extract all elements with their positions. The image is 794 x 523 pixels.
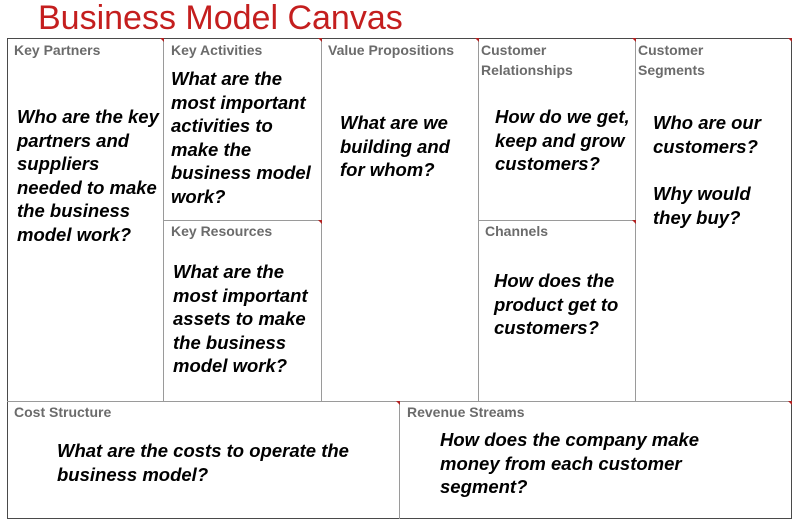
customer-relationships-question: How do we get, keep and grow customers? bbox=[495, 106, 630, 174]
customer-segments-question-1: Who are our customers? bbox=[653, 112, 761, 157]
cost-structure-question: What are the costs to operate the busine… bbox=[57, 440, 349, 485]
divider-cost-revenue bbox=[399, 401, 400, 519]
key-resources-question: What are the most important assets to ma… bbox=[173, 261, 308, 376]
corner-marker-partners bbox=[160, 38, 164, 42]
corner-marker-value bbox=[475, 38, 479, 42]
key-partners-question: Who are the key partners and suppliers n… bbox=[17, 106, 159, 245]
cost-structure-label: Cost Structure bbox=[14, 404, 112, 420]
value-propositions-label: Value Propositions bbox=[328, 42, 455, 58]
customer-relationships-label-line1: Customer bbox=[481, 42, 547, 58]
value-propositions-question: What are we building and for whom? bbox=[340, 112, 450, 180]
customer-segments-question-2: Why would they buy? bbox=[653, 183, 751, 228]
key-activities-label: Key Activities bbox=[171, 42, 263, 58]
corner-marker-activities bbox=[318, 38, 322, 42]
revenue-streams-question: How does the company make money from eac… bbox=[440, 429, 700, 497]
corner-marker-revenue bbox=[788, 401, 792, 405]
channels-label: Channels bbox=[485, 223, 549, 239]
customer-segments-label-line2: Segments bbox=[638, 62, 705, 78]
corner-marker-cost bbox=[396, 401, 400, 405]
channels-question: How does the product get to customers? bbox=[494, 270, 619, 338]
corner-marker-segments bbox=[788, 38, 792, 42]
canvas-title: Business Model Canvas bbox=[38, 0, 403, 37]
divider-activities-resources bbox=[163, 220, 321, 221]
customer-relationships-label-line2: Relationships bbox=[481, 62, 573, 78]
corner-marker-channels bbox=[632, 220, 636, 224]
key-partners-label: Key Partners bbox=[14, 42, 101, 58]
key-activities-question: What are the most important activities t… bbox=[171, 68, 311, 207]
customer-segments-label-line1: Customer bbox=[638, 42, 704, 58]
divider-relationships-channels bbox=[478, 220, 635, 221]
revenue-streams-label: Revenue Streams bbox=[407, 404, 525, 420]
corner-marker-resources bbox=[318, 220, 322, 224]
key-resources-label: Key Resources bbox=[171, 223, 273, 239]
corner-marker-relationships bbox=[632, 38, 636, 42]
